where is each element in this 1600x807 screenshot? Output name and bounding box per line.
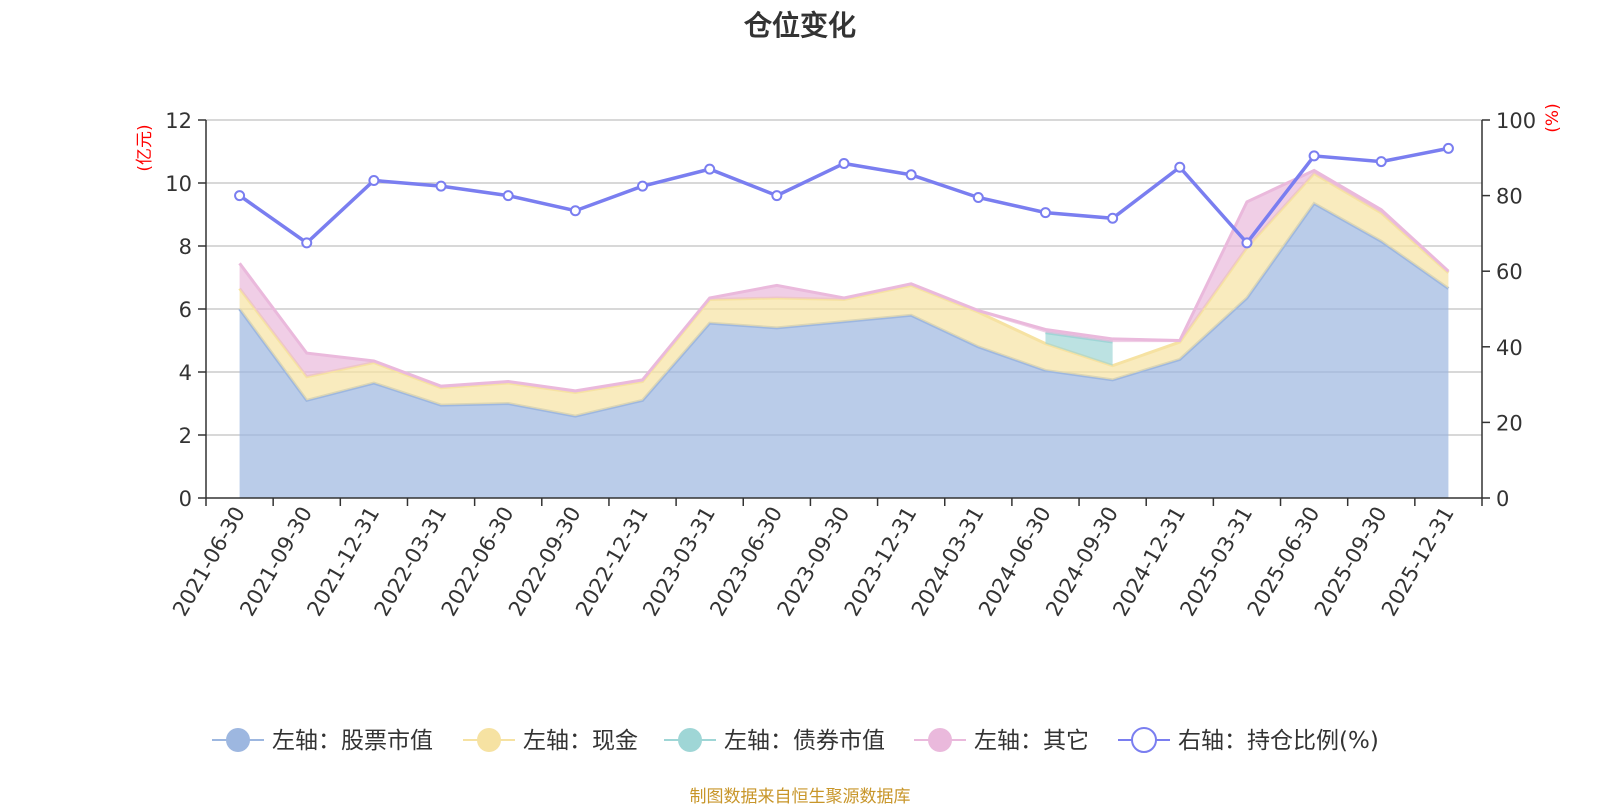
ratio-point (637, 180, 649, 192)
left-axis-tick-label: 12 (165, 109, 192, 133)
left-axis-tick-label: 4 (179, 361, 192, 385)
legend-label: 左轴：其它 (974, 728, 1089, 754)
ratio-point (569, 205, 581, 217)
right-axis-tick-label: 60 (1496, 260, 1523, 284)
ratio-point (301, 237, 313, 249)
ratio-point (1442, 142, 1454, 154)
legend: 左轴：股票市值 左轴：现金 左轴：债券市值 左轴：其它 右轴：持仓比例(%) (212, 727, 1379, 754)
ratio-point (905, 169, 917, 181)
legend-item: 左轴：其它 (914, 728, 1089, 754)
legend-item: 左轴：债券市值 (664, 728, 885, 754)
legend-label: 左轴：债券市值 (724, 728, 885, 754)
ratio-point (1241, 237, 1253, 249)
ratio-point (1375, 156, 1387, 168)
ratio-point (502, 190, 514, 202)
ratio-line-series (234, 142, 1454, 249)
legend-label: 左轴：现金 (523, 728, 638, 754)
stacked-areas (238, 168, 1450, 498)
data-source-note: 制图数据来自恒生聚源数据库 (689, 787, 911, 807)
x-axis-category-label: 2025-12-31 (1377, 503, 1459, 621)
ratio-point (1107, 212, 1119, 224)
legend-marker-icon (928, 728, 952, 752)
right-axis-tick-label: 40 (1496, 336, 1523, 360)
ratio-point (1308, 150, 1320, 162)
ratio-point (704, 163, 716, 175)
legend-marker-icon (477, 728, 501, 752)
left-axis-tick-label: 10 (165, 172, 192, 196)
ratio-point (972, 191, 984, 203)
right-axis-tick-label: 20 (1496, 411, 1523, 435)
legend-item: 左轴：股票市值 (212, 728, 433, 754)
area-line-series-2 (1045, 331, 1113, 344)
left-axis-unit: (亿元) (135, 124, 155, 171)
right-axis-unit: (%) (1543, 103, 1563, 132)
left-axis-tick-label: 8 (179, 235, 192, 259)
legend-marker-icon (678, 728, 702, 752)
legend-item: 右轴：持仓比例(%) (1118, 727, 1379, 754)
legend-label: 左轴：股票市值 (272, 728, 433, 754)
legend-item: 左轴：现金 (463, 728, 638, 754)
legend-label: 右轴：持仓比例(%) (1178, 728, 1379, 754)
area-series-0 (239, 203, 1449, 498)
chart-title: 仓位变化 (743, 9, 856, 42)
ratio-point (435, 180, 447, 192)
ratio-point (1174, 161, 1186, 173)
legend-marker-icon (1131, 727, 1157, 753)
ratio-point (771, 190, 783, 202)
right-axis-tick-label: 80 (1496, 185, 1523, 209)
area-line-series-3 (238, 168, 1450, 393)
ratio-point (368, 174, 380, 186)
ratio-point (234, 190, 246, 202)
ratio-point (838, 157, 850, 169)
left-axis-tick-label: 6 (179, 298, 192, 322)
right-axis-tick-label: 100 (1496, 109, 1536, 133)
right-axis-tick-label: 0 (1496, 487, 1509, 511)
left-axis-tick-label: 2 (179, 424, 192, 448)
left-axis-tick-label: 0 (179, 487, 192, 511)
legend-marker-icon (226, 728, 250, 752)
ratio-point (1039, 207, 1051, 219)
